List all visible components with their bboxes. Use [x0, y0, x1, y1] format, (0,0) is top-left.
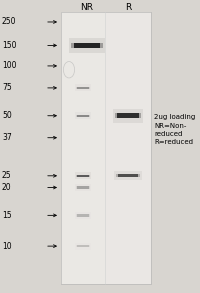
Bar — [74, 43, 100, 48]
Text: 75: 75 — [2, 84, 12, 92]
Bar — [77, 87, 89, 89]
Bar — [71, 43, 103, 48]
Bar — [75, 172, 91, 179]
Bar — [77, 115, 89, 117]
Bar — [114, 171, 142, 180]
Bar — [69, 38, 105, 53]
Text: R: R — [125, 3, 131, 12]
Bar — [75, 84, 91, 91]
Bar — [76, 175, 90, 177]
Bar — [75, 243, 91, 250]
Text: 150: 150 — [2, 41, 16, 50]
Bar — [61, 12, 105, 284]
Text: 25: 25 — [2, 171, 12, 180]
Bar — [77, 186, 89, 189]
Text: 20: 20 — [2, 183, 12, 192]
Bar — [117, 113, 139, 118]
Bar — [61, 12, 151, 284]
Text: 10: 10 — [2, 242, 12, 251]
Bar — [75, 212, 91, 219]
Text: 100: 100 — [2, 62, 16, 70]
Text: 2ug loading
NR=Non-
reduced
R=reduced: 2ug loading NR=Non- reduced R=reduced — [154, 114, 195, 145]
Bar — [76, 115, 90, 117]
Bar — [116, 174, 140, 177]
Bar — [77, 175, 89, 177]
Bar — [105, 12, 151, 284]
Bar — [76, 214, 90, 217]
Bar — [115, 113, 141, 118]
Text: 50: 50 — [2, 111, 12, 120]
Bar — [77, 245, 89, 247]
Bar — [76, 186, 90, 189]
Bar — [76, 245, 90, 247]
Bar — [118, 174, 138, 177]
Bar — [75, 184, 91, 191]
Text: 250: 250 — [2, 18, 16, 26]
Text: 15: 15 — [2, 211, 12, 220]
Text: 37: 37 — [2, 133, 12, 142]
Bar — [76, 87, 90, 89]
Bar — [75, 112, 91, 119]
Bar — [77, 214, 89, 217]
Bar — [113, 109, 143, 123]
Text: NR: NR — [80, 3, 94, 12]
